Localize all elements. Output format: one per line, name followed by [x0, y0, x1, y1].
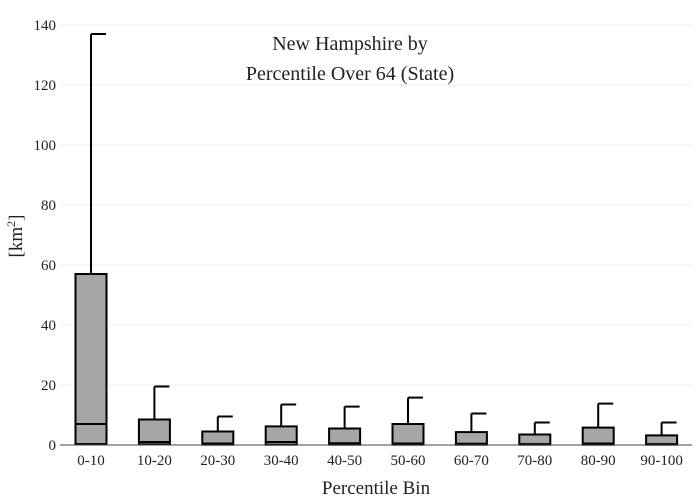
- y-tick-label-120: 120: [34, 78, 57, 94]
- y-tick-labels: 0 20 40 60 80 100 120 140: [34, 18, 57, 454]
- x-tick-label-10-20: 10-20: [137, 453, 172, 469]
- x-tick-labels: 0-10 10-20 20-30 30-40 40-50 50-60 60-70 70-80 8…: [77, 453, 683, 469]
- x-tick-label-70-80: 70-80: [517, 453, 552, 469]
- box-60-70: [454, 412, 488, 446]
- box-body: [137, 418, 171, 446]
- box-body: [74, 273, 108, 446]
- chart-title-line-2: Percentile Over 64 (State): [246, 63, 454, 85]
- gridlines: [60, 24, 692, 386]
- box-body: [581, 426, 615, 446]
- x-tick-label-90-100: 90-100: [640, 453, 683, 469]
- chart-title-line-1: New Hampshire by: [272, 33, 428, 55]
- x-tick-label-30-40: 30-40: [264, 453, 299, 469]
- y-axis-title-main: [km: [6, 227, 27, 258]
- box-30-40: [264, 403, 298, 446]
- x-tick-label-60-70: 60-70: [454, 453, 489, 469]
- y-axis-title-superscript: 2: [4, 221, 18, 227]
- box-0-10: [74, 33, 108, 446]
- x-tick-label-50-60: 50-60: [391, 453, 426, 469]
- y-axis-title: [km2]: [4, 215, 27, 258]
- box-series: [74, 33, 679, 446]
- y-tick-label-80: 80: [41, 198, 56, 214]
- y-tick-label-140: 140: [34, 18, 57, 34]
- box-70-80: [518, 421, 552, 446]
- y-tick-label-40: 40: [41, 318, 56, 334]
- box-80-90: [581, 402, 615, 446]
- box-body: [391, 423, 425, 446]
- box-50-60: [391, 396, 425, 446]
- x-tick-label-80-90: 80-90: [581, 453, 616, 469]
- box-90-100: [645, 421, 679, 446]
- y-tick-label-0: 0: [49, 438, 57, 454]
- x-tick-label-20-30: 20-30: [200, 453, 235, 469]
- x-axis-title: Percentile Bin: [322, 478, 431, 499]
- y-axis-title-close: ]: [6, 215, 27, 221]
- x-tick-label-0-10: 0-10: [77, 453, 105, 469]
- y-tick-label-60: 60: [41, 258, 56, 274]
- y-tick-label-100: 100: [34, 138, 57, 154]
- box-20-30: [201, 415, 235, 446]
- box-10-20: [137, 385, 171, 446]
- box-40-50: [328, 405, 362, 446]
- x-tick-label-40-50: 40-50: [327, 453, 362, 469]
- y-tick-label-20: 20: [41, 378, 56, 394]
